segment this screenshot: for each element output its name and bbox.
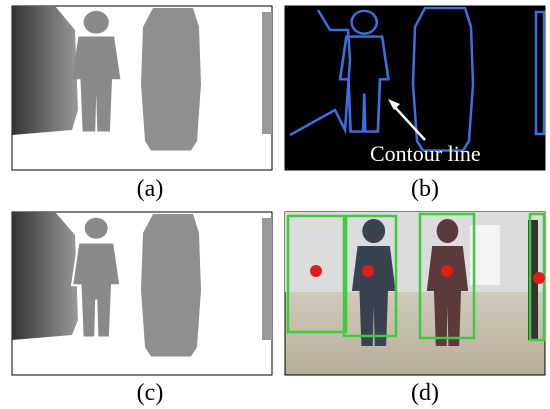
centroid <box>441 265 453 277</box>
centroid <box>533 272 545 284</box>
wall <box>12 212 78 340</box>
centroid <box>310 265 322 277</box>
contour <box>289 9 352 137</box>
wall <box>12 6 78 135</box>
wall <box>285 212 545 292</box>
panel-b: Contour line <box>284 5 546 171</box>
arrow-head <box>388 99 400 110</box>
person <box>528 220 538 340</box>
person <box>262 218 272 340</box>
panel-c <box>11 211 273 376</box>
bounding-box <box>418 212 476 340</box>
panel-d <box>284 211 546 376</box>
panel-label: (a) <box>137 176 164 202</box>
bounding-box <box>286 214 348 334</box>
panel-a <box>11 5 273 171</box>
contour <box>534 10 546 136</box>
person <box>262 12 272 134</box>
panel-label: (d) <box>411 380 439 406</box>
centroid <box>362 265 374 277</box>
panel-label: (b) <box>411 176 439 202</box>
bounding-box <box>342 214 398 338</box>
person <box>141 214 201 357</box>
arrow <box>391 103 426 141</box>
person <box>141 8 201 151</box>
panel-label: (c) <box>137 380 164 406</box>
annotation: Contour line <box>370 141 481 166</box>
